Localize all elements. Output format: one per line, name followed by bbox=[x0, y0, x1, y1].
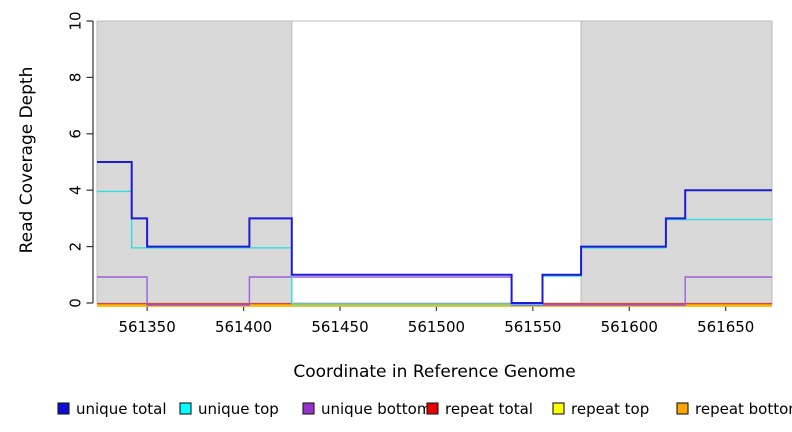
legend-swatch-icon bbox=[302, 402, 315, 415]
legend-item-unique-bottom: unique bottom bbox=[302, 400, 431, 418]
series-line-unique-bottom bbox=[97, 276, 772, 306]
legend-item-unique-total: unique total bbox=[57, 400, 167, 418]
y-tick-label: 2 bbox=[67, 242, 85, 252]
legend-item-repeat-total: repeat total bbox=[426, 400, 533, 418]
legend-label: repeat total bbox=[445, 400, 533, 418]
y-axis: 0 2 4 6 8 10 bbox=[67, 11, 94, 308]
x-axis: 561350 561400 561450 561500 561550 561600 5616… bbox=[119, 304, 754, 336]
series-lines bbox=[97, 161, 772, 307]
x-axis-title: Coordinate in Reference Genome bbox=[293, 362, 575, 382]
y-tick-label: 8 bbox=[67, 73, 85, 83]
unshaded-region bbox=[291, 20, 582, 304]
series-line-unique-total bbox=[97, 161, 772, 304]
y-tick-label: 10 bbox=[67, 11, 85, 30]
y-tick-label: 6 bbox=[67, 129, 85, 139]
x-tick-label: 561350 bbox=[119, 318, 176, 336]
legend-label: unique top bbox=[198, 400, 279, 418]
legend-item-unique-top: unique top bbox=[179, 400, 279, 418]
x-tick-label: 561650 bbox=[697, 318, 754, 336]
y-tick-label: 0 bbox=[67, 298, 85, 308]
legend-label: unique bottom bbox=[321, 400, 431, 418]
legend: unique total unique top unique bottom repea… bbox=[57, 400, 792, 418]
y-axis-title: Read Coverage Depth bbox=[17, 67, 37, 254]
legend-swatch-icon bbox=[552, 402, 565, 415]
x-tick-label: 561600 bbox=[601, 318, 658, 336]
legend-item-repeat-top: repeat top bbox=[552, 400, 649, 418]
legend-swatch-icon bbox=[426, 402, 439, 415]
x-tick-label: 561550 bbox=[504, 318, 561, 336]
legend-swatch-icon bbox=[676, 402, 689, 415]
shaded-regions bbox=[96, 20, 773, 304]
y-tick-label: 4 bbox=[67, 185, 85, 195]
x-tick-label: 561450 bbox=[311, 318, 368, 336]
x-tick-label: 561500 bbox=[408, 318, 465, 336]
legend-swatch-icon bbox=[57, 402, 70, 415]
legend-label: unique total bbox=[76, 400, 167, 418]
legend-item-repeat-bottom: repeat bottom bbox=[676, 400, 792, 418]
shaded-region bbox=[580, 20, 773, 304]
x-tick-label: 561400 bbox=[215, 318, 272, 336]
legend-swatch-icon bbox=[179, 402, 192, 415]
legend-label: repeat bottom bbox=[695, 400, 792, 418]
legend-label: repeat top bbox=[571, 400, 649, 418]
